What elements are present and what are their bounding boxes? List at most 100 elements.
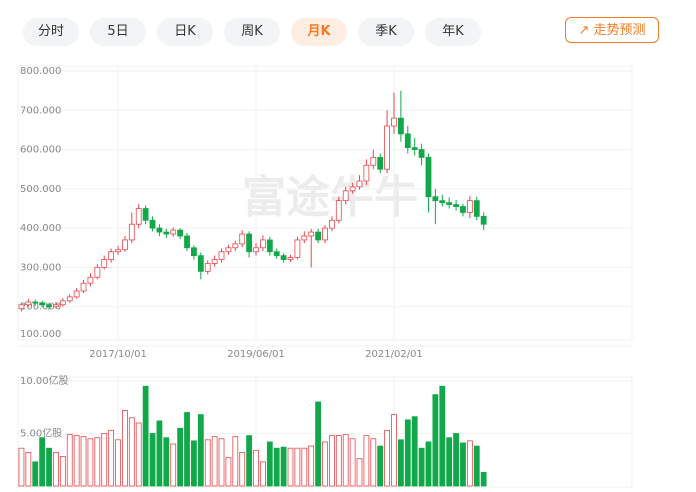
volume-bar bbox=[204, 439, 211, 487]
volume-bar bbox=[363, 435, 370, 487]
volume-bar bbox=[87, 438, 94, 487]
volume-bar bbox=[356, 458, 363, 487]
candle-body bbox=[177, 229, 184, 237]
volume-bar bbox=[39, 437, 46, 487]
candle-body bbox=[80, 282, 87, 292]
volume-bar bbox=[232, 436, 239, 487]
candle-body bbox=[335, 200, 342, 221]
volume-bar bbox=[239, 451, 246, 487]
candle-body bbox=[18, 304, 25, 310]
tab[interactable]: 周K bbox=[224, 18, 280, 46]
y-tick-label: 100.000 bbox=[20, 329, 61, 340]
candle-body bbox=[39, 302, 46, 306]
volume-bar bbox=[349, 438, 356, 487]
y-tick-label: 300.000 bbox=[20, 262, 61, 273]
candle-body bbox=[328, 219, 335, 229]
volume-bar bbox=[404, 419, 411, 487]
candle-body bbox=[184, 235, 190, 249]
candle-body bbox=[128, 223, 135, 241]
volume-bar bbox=[197, 414, 204, 487]
candle-body bbox=[294, 239, 301, 259]
candle-body bbox=[287, 257, 294, 260]
volume-border bbox=[17, 376, 633, 488]
candle-body bbox=[391, 117, 397, 127]
y-tick-label: 800.000 bbox=[20, 66, 61, 77]
watermark: 富途牛牛 bbox=[242, 172, 418, 223]
candle-body bbox=[253, 247, 259, 253]
forecast-button[interactable]: ↗ 走势预测 bbox=[565, 17, 659, 43]
candle-body bbox=[446, 202, 453, 205]
candle-body bbox=[370, 157, 377, 166]
volume-bar bbox=[273, 447, 280, 487]
volume-bar bbox=[335, 435, 342, 487]
volume-bar bbox=[266, 441, 273, 487]
volume-bar bbox=[59, 456, 66, 487]
candle-body bbox=[432, 196, 439, 202]
tab[interactable]: 季K bbox=[358, 18, 414, 46]
candle-body bbox=[266, 239, 273, 253]
candle-body bbox=[363, 164, 370, 182]
plot-border bbox=[17, 65, 633, 341]
volume-bar bbox=[149, 433, 156, 487]
candle-body bbox=[25, 301, 32, 306]
candle-body bbox=[94, 267, 101, 278]
candle-body bbox=[87, 276, 94, 284]
candle-body bbox=[466, 200, 473, 213]
candle-body bbox=[301, 235, 308, 241]
volume-bar bbox=[53, 451, 59, 487]
volume-bar bbox=[328, 435, 335, 487]
volume-bar bbox=[115, 439, 121, 487]
tab[interactable]: 分时 bbox=[23, 18, 79, 46]
y-tick-label: 600.000 bbox=[20, 145, 61, 156]
candle-body bbox=[342, 190, 349, 202]
volume-bar bbox=[377, 445, 384, 487]
candle-body bbox=[397, 117, 404, 135]
candle-body bbox=[315, 231, 322, 241]
tab[interactable]: 月K bbox=[291, 18, 347, 46]
volume-bar bbox=[397, 439, 404, 487]
candle-body bbox=[108, 251, 115, 260]
candle-body bbox=[135, 208, 142, 225]
candle-body bbox=[322, 227, 328, 241]
candle-body bbox=[122, 239, 128, 251]
volume-bar bbox=[480, 471, 487, 487]
candle-body bbox=[32, 301, 39, 304]
volume-bar bbox=[73, 435, 80, 487]
volume-bar bbox=[246, 435, 253, 487]
tab[interactable]: 年K bbox=[425, 18, 481, 46]
y-tick-label: 700.000 bbox=[20, 105, 61, 116]
tab[interactable]: 5日 bbox=[90, 18, 146, 46]
volume-bar bbox=[135, 422, 142, 487]
volume-bar bbox=[211, 436, 218, 487]
candle-body bbox=[384, 125, 390, 170]
candle-body bbox=[204, 263, 211, 272]
volume-bar bbox=[218, 438, 225, 487]
volume-bar bbox=[80, 436, 87, 487]
candle-body bbox=[115, 249, 121, 253]
candle-body bbox=[418, 149, 425, 158]
volume-bar bbox=[301, 447, 308, 487]
button-label: 走势预测 bbox=[593, 23, 646, 38]
candle-body bbox=[142, 208, 149, 221]
volume-bar bbox=[25, 451, 32, 487]
tab[interactable]: 日K bbox=[157, 18, 213, 46]
volume-bar bbox=[18, 447, 25, 487]
volume-bar bbox=[473, 445, 480, 487]
volume-bar bbox=[46, 447, 52, 487]
candle-body bbox=[239, 233, 246, 245]
volume-bar bbox=[122, 409, 128, 487]
candle-body bbox=[149, 219, 156, 229]
candle-body bbox=[273, 251, 280, 257]
candle-body bbox=[101, 259, 108, 268]
volume-bar bbox=[411, 416, 418, 487]
y-tick-label: 10.00亿股 bbox=[20, 374, 69, 387]
volume-bar bbox=[294, 447, 301, 487]
candle-body bbox=[480, 215, 487, 225]
volume-bar bbox=[432, 394, 439, 487]
candle-body bbox=[191, 247, 197, 257]
candle-body bbox=[280, 255, 287, 260]
volume-bar bbox=[439, 385, 446, 487]
candle-body bbox=[163, 231, 170, 235]
volume-bar bbox=[418, 447, 425, 487]
volume-bar bbox=[453, 433, 459, 487]
